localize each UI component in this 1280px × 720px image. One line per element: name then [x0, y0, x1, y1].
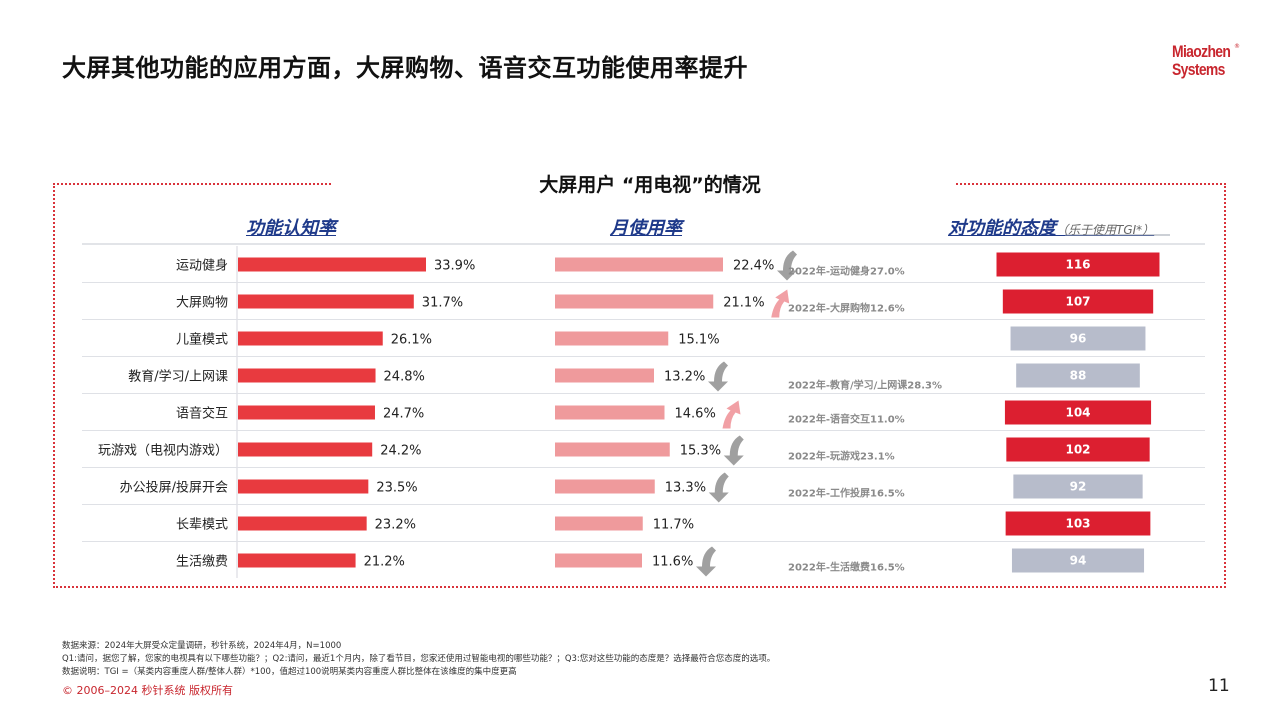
trend-down-arrow	[708, 472, 729, 503]
usage-bar	[555, 442, 670, 457]
usage-value: 15.1%	[678, 333, 719, 348]
tgi-value: 94	[1070, 554, 1087, 568]
awareness-bar	[238, 442, 373, 457]
panel-frame	[53, 183, 1226, 588]
tgi-value: 103	[1065, 517, 1090, 531]
tgi-value: 102	[1065, 443, 1090, 457]
awareness-bar	[238, 257, 426, 272]
tgi-bar	[1013, 474, 1143, 499]
tgi-value: 116	[1065, 258, 1090, 272]
usage-value: 21.1%	[723, 296, 764, 311]
usage-2022-note: 2022年-工作投屏16.5%	[788, 487, 905, 500]
usage-bar	[555, 479, 655, 494]
category-label: 玩游戏（电视内游戏）	[98, 443, 228, 459]
page-number: 11	[1208, 676, 1230, 696]
tgi-bar	[1006, 437, 1150, 462]
awareness-bar	[238, 405, 375, 420]
trend-up-arrow	[722, 400, 741, 429]
awareness-value: 24.8%	[384, 370, 425, 385]
usage-value: 13.3%	[665, 481, 706, 496]
category-label: 运动健身	[176, 258, 228, 274]
page-title: 大屏其他功能的应用方面，大屏购物、语音交互功能使用率提升	[62, 54, 748, 82]
usage-value: 15.3%	[680, 444, 721, 459]
tgi-bar	[996, 252, 1160, 277]
awareness-value: 21.2%	[364, 555, 405, 570]
panel-frame-top-right	[956, 183, 1226, 185]
category-label: 生活缴费	[176, 555, 228, 570]
awareness-value: 24.2%	[380, 444, 421, 459]
awareness-bar	[238, 553, 356, 568]
usage-value: 14.6%	[675, 407, 716, 422]
awareness-heading: 功能认知率	[246, 218, 336, 239]
usage-value: 11.7%	[653, 518, 694, 533]
usage-value: 13.2%	[664, 370, 705, 385]
panel-frame-top-left	[53, 183, 331, 185]
tgi-value: 96	[1070, 332, 1087, 346]
usage-bar	[555, 405, 665, 420]
tgi-bar	[1002, 289, 1154, 314]
category-label: 办公投屏/投屏开会	[120, 480, 228, 496]
usage-bar	[555, 368, 654, 383]
tgi-value: 107	[1065, 295, 1090, 309]
usage-2022-note: 2022年-运动健身27.0%	[788, 265, 905, 278]
tgi-value: 104	[1065, 406, 1090, 420]
tgi-bar	[1010, 326, 1146, 351]
panel-title: 大屏用户 “用电视”的情况	[539, 174, 761, 196]
usage-value: 22.4%	[733, 259, 774, 274]
awareness-value: 26.1%	[391, 333, 432, 348]
tgi-bar	[1016, 363, 1140, 388]
footer-definition: 数据说明：TGI =（某类内容重度人群/整体人群）*100，值超过100说明某类…	[62, 667, 517, 677]
awareness-value: 23.2%	[375, 518, 416, 533]
trend-down-arrow	[708, 361, 728, 392]
awareness-value: 24.7%	[383, 407, 424, 422]
footer-source: 数据来源：2024年大屏受众定量调研，秒针系统，2024年4月，N=1000	[62, 641, 342, 651]
usage-2022-note: 2022年-语音交互11.0%	[788, 413, 905, 426]
tgi-bar	[1011, 548, 1145, 573]
tgi-value: 88	[1070, 369, 1087, 383]
category-label: 长辈模式	[176, 518, 228, 533]
usage-2022-note: 2022年-生活缴费16.5%	[788, 561, 905, 574]
usage-bar	[555, 553, 642, 568]
usage-bar	[555, 516, 643, 531]
footer-notes: 数据来源：2024年大屏受众定量调研，秒针系统，2024年4月，N=1000 Q…	[62, 640, 775, 679]
tgi-bar	[1004, 400, 1152, 425]
awareness-bar	[238, 368, 376, 383]
copyright: © 2006–2024 秒针系统 版权所有	[62, 684, 233, 697]
attitude-subheading: （乐于使用TGI*）	[1056, 223, 1155, 237]
awareness-bar	[238, 294, 414, 309]
awareness-bar	[238, 331, 383, 346]
awareness-bar	[238, 516, 367, 531]
awareness-value: 33.9%	[434, 259, 475, 274]
awareness-bar	[238, 479, 369, 494]
usage-2022-note: 2022年-玩游戏23.1%	[788, 450, 895, 463]
usage-bar	[555, 294, 714, 309]
attitude-heading: 对功能的态度（乐于使用TGI*）	[948, 218, 1155, 239]
usage-2022-note: 2022年-大屏购物12.6%	[788, 302, 905, 315]
trend-up-arrow	[771, 289, 790, 318]
tgi-bar	[1005, 511, 1151, 536]
awareness-value: 23.5%	[376, 481, 417, 496]
category-label: 语音交互	[176, 406, 228, 422]
usage-value: 11.6%	[652, 555, 693, 570]
footer-questions: Q1:请问，据您了解，您家的电视具有以下哪些功能？；Q2:请问，最近1个月内，除…	[62, 654, 776, 664]
trend-down-arrow	[696, 546, 716, 577]
awareness-value: 31.7%	[422, 296, 463, 311]
trend-down-arrow	[723, 435, 744, 466]
trend-down-arrow	[777, 250, 797, 281]
category-label: 大屏购物	[176, 295, 228, 311]
category-label: 教育/学习/上网课	[128, 369, 228, 385]
miaozhen-logo: Miaozhen Systems ®	[1172, 42, 1240, 79]
usage-2022-note: 2022年-教育/学习/上网课28.3%	[788, 379, 942, 392]
usage-bar	[555, 331, 669, 346]
usage-bar	[555, 257, 723, 272]
usage-heading: 月使用率	[610, 218, 682, 239]
category-label: 儿童模式	[176, 332, 228, 348]
tgi-value: 92	[1070, 480, 1087, 494]
